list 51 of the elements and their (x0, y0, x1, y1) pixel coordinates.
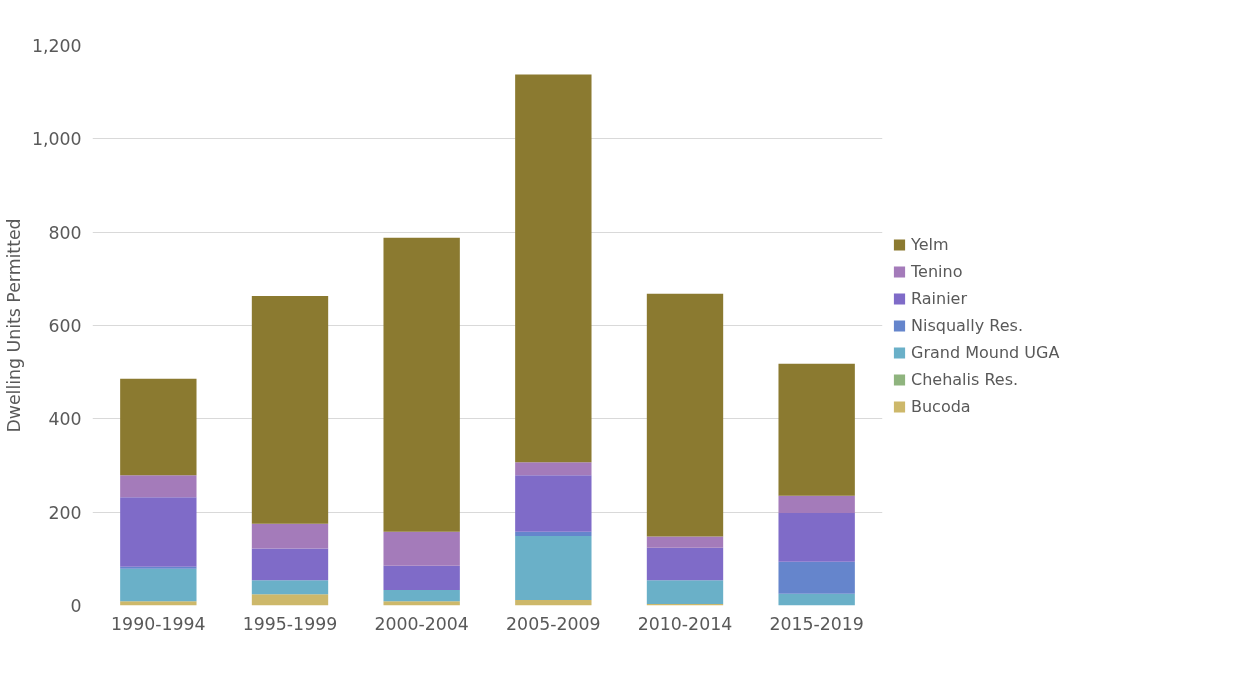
legend-label: Grand Mound UGA (911, 342, 1060, 362)
x-tick-label: 2005-2009 (506, 613, 601, 634)
legend-label: Nisqually Res. (911, 315, 1023, 335)
y-tick-label: 200 (48, 502, 82, 523)
bar (778, 363, 855, 496)
y-axis-title: Dwelling Units Permitted (3, 218, 24, 433)
bar (778, 513, 855, 562)
y-tick-label: 1,000 (31, 129, 82, 150)
bar (120, 378, 197, 476)
bar (120, 475, 197, 498)
y-tick-label: 0 (70, 596, 82, 616)
bar (515, 475, 592, 532)
x-tick-label: 1990-1994 (111, 613, 206, 634)
bar (120, 601, 197, 606)
bar (383, 565, 460, 591)
bar (383, 531, 460, 566)
bar (515, 74, 592, 463)
bar (515, 462, 592, 476)
bar (646, 580, 724, 605)
bar (778, 593, 855, 606)
bar (778, 495, 855, 514)
bar (251, 594, 329, 606)
bar (515, 535, 592, 600)
bar (515, 531, 592, 536)
bar (120, 497, 197, 567)
bar (646, 536, 724, 548)
bar (383, 590, 460, 602)
bar (251, 548, 329, 581)
legend-label: Yelm (911, 234, 949, 254)
y-tick-label: 600 (48, 316, 82, 336)
bar (120, 568, 197, 602)
bar (646, 547, 724, 581)
legend-label: Chehalis Res. (911, 369, 1019, 389)
y-tick-label: 1,200 (31, 36, 82, 56)
bar (646, 293, 724, 537)
bar (383, 237, 460, 532)
x-tick-label: 2015-2019 (769, 613, 864, 634)
x-tick-label: 1995-1999 (242, 613, 338, 634)
bar (251, 580, 329, 595)
legend-label: Bucoda (911, 396, 971, 416)
bar (515, 599, 592, 606)
y-tick-label: 800 (48, 222, 82, 243)
bar (778, 561, 855, 594)
bar (251, 296, 329, 524)
x-tick-label: 2000-2004 (374, 613, 469, 634)
bar (383, 601, 460, 606)
bar (251, 523, 329, 549)
legend-label: Tenino (911, 261, 963, 281)
x-tick-label: 2010-2014 (637, 613, 733, 634)
legend-label: Rainier (911, 288, 968, 308)
y-tick-label: 400 (48, 409, 82, 430)
